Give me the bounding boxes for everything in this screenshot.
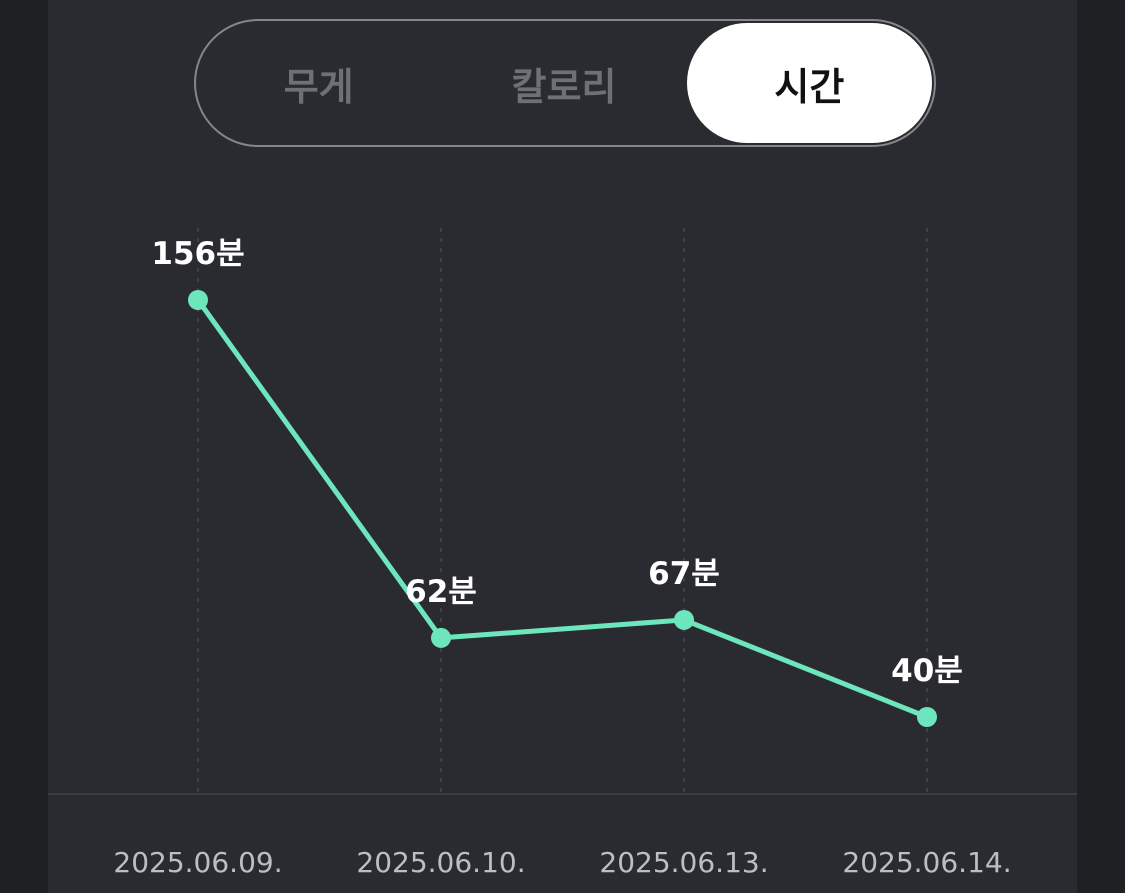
- chart-panel: [48, 0, 1077, 893]
- metric-segmented-control: 무게 칼로리 시간: [194, 19, 936, 147]
- x-tick-label-1: 2025.06.10.: [356, 846, 525, 879]
- data-point-3: [917, 707, 937, 727]
- tab-time[interactable]: 시간: [686, 23, 932, 143]
- tab-weight[interactable]: 무게: [283, 64, 354, 109]
- data-point-1: [431, 627, 451, 648]
- tab-calories[interactable]: 칼로리: [511, 64, 617, 109]
- x-tick-label-2: 2025.06.13.: [599, 846, 768, 879]
- series-line: [195, 297, 930, 720]
- value-label-2: 67분: [648, 556, 720, 592]
- data-point-0: [188, 290, 208, 310]
- value-label-3: 40분: [891, 653, 963, 689]
- data-point-2: [674, 609, 694, 630]
- x-tick-label-0: 2025.06.09.: [113, 846, 282, 879]
- x-tick-label-3: 2025.06.14.: [842, 846, 1011, 879]
- value-label-1: 62분: [405, 574, 477, 610]
- value-label-0: 156분: [151, 236, 244, 272]
